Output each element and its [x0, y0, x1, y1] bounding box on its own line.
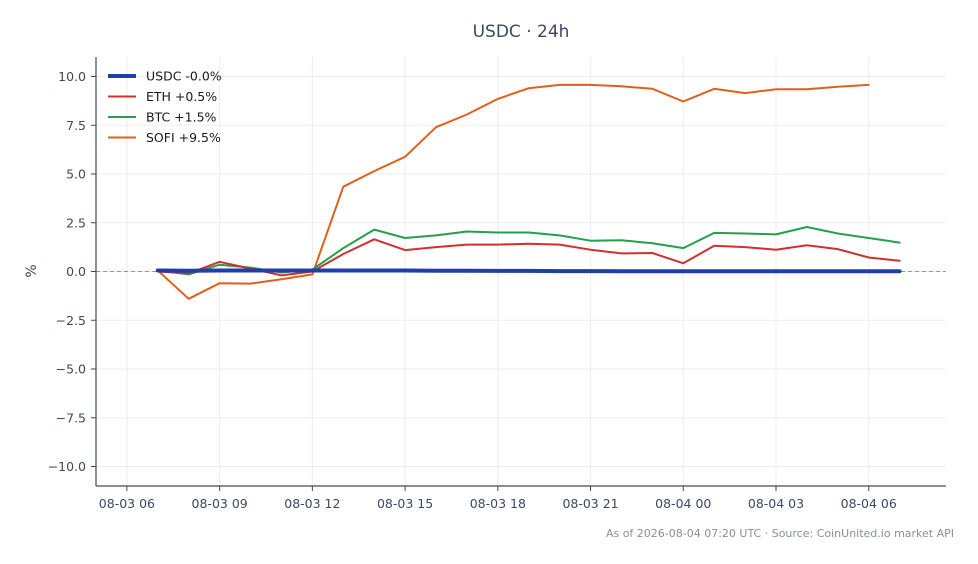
x-tick-label-6: 08-04 00 [655, 496, 711, 511]
x-tick-label-3: 08-03 15 [377, 496, 433, 511]
y-tick-label-4: 0.0 [66, 264, 86, 279]
series-line-1 [156, 238, 901, 277]
footer-source: As of 2026-08-04 07:20 UTC · Source: Coi… [606, 527, 954, 540]
legend-label-0: USDC -0.0% [146, 69, 222, 84]
chart-title: USDC · 24h [473, 22, 570, 42]
x-tick-label-2: 08-03 12 [284, 496, 340, 511]
series-line-3 [156, 83, 870, 300]
legend-label-3: SOFI +9.5% [146, 130, 221, 145]
y-tick-label-5: 2.5 [66, 215, 86, 230]
legend-label-2: BTC +1.5% [146, 110, 217, 125]
x-tick-label-4: 08-03 18 [470, 496, 526, 511]
y-tick-label-3: −2.5 [56, 313, 86, 328]
y-tick-label-2: −5.0 [56, 362, 86, 377]
x-tick-label-0: 08-03 06 [99, 496, 155, 511]
y-tick-label-8: 10.0 [58, 69, 86, 84]
series-lines [155, 83, 902, 300]
y-axis-label: % [24, 264, 40, 277]
y-tick-label-1: −7.5 [56, 410, 86, 425]
y-tick-label-7: 7.5 [66, 118, 86, 133]
legend: USDC -0.0% ETH +0.5% BTC +1.5% SOFI +9.5% [108, 69, 222, 145]
x-tick-label-7: 08-04 03 [748, 496, 804, 511]
x-tick-label-1: 08-03 09 [192, 496, 248, 511]
x-tick-label-8: 08-04 06 [841, 496, 897, 511]
y-tick-label-6: 5.0 [66, 167, 86, 182]
series-line-2 [156, 226, 901, 276]
x-axis-ticks: 08-03 06 08-03 09 08-03 12 08-03 15 08-03 18… [99, 486, 897, 511]
x-tick-label-5: 08-03 21 [562, 496, 618, 511]
y-tick-label-0: −10.0 [48, 459, 86, 474]
legend-label-1: ETH +0.5% [146, 89, 217, 104]
series-line-0 [155, 268, 902, 274]
y-axis-ticks: −10.0 −7.5 −5.0 −2.5 0.0 2.5 5.0 7.5 10.0 [48, 69, 96, 474]
